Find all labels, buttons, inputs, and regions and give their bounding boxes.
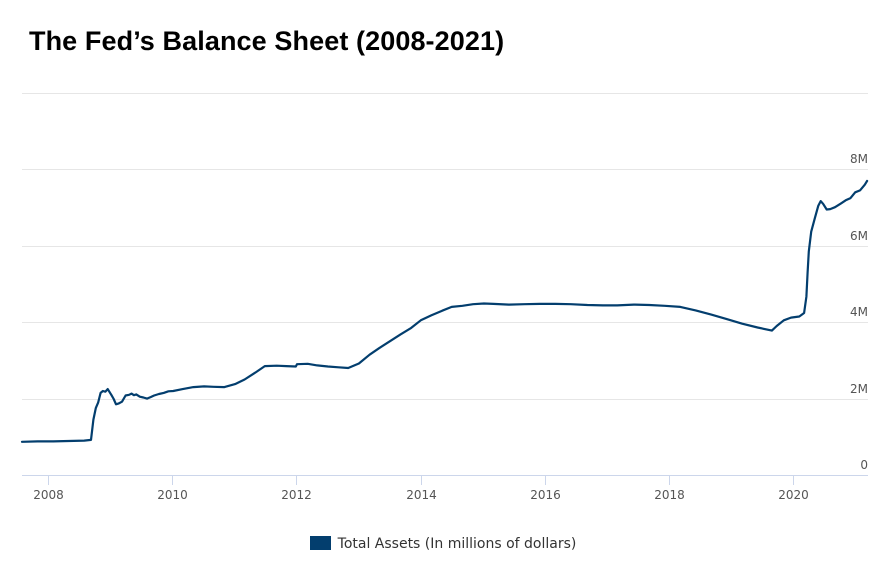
series-layer (20, 179, 869, 443)
x-tick-label: 2012 (281, 488, 312, 502)
legend[interactable]: Total Assets (In millions of dollars) (0, 536, 886, 552)
y-tick-label: 0 (860, 458, 868, 472)
x-tick-label: 2018 (654, 488, 685, 502)
grid-lines (22, 93, 868, 400)
x-tick-label: 2020 (778, 488, 809, 502)
x-tick-label: 2010 (157, 488, 188, 502)
series-line-total-assets (20, 179, 869, 443)
y-axis-tick-labels: 0 2M 4M 6M 8M (850, 152, 868, 472)
x-tick-label: 2014 (406, 488, 437, 502)
x-tick-label: 2008 (33, 488, 64, 502)
x-tick-label: 2016 (530, 488, 561, 502)
x-axis (22, 475, 868, 485)
y-tick-label: 2M (850, 382, 868, 396)
y-tick-label: 8M (850, 152, 868, 166)
legend-label[interactable]: Total Assets (In millions of dollars) (337, 536, 577, 552)
y-tick-label: 4M (850, 305, 868, 319)
x-axis-tick-labels: 2008 2010 2012 2014 2016 2018 2020 (33, 488, 809, 502)
legend-swatch[interactable] (309, 536, 331, 550)
y-tick-label: 6M (850, 229, 868, 243)
chart-title: The Fed’s Balance Sheet (2008-2021) (29, 26, 505, 56)
